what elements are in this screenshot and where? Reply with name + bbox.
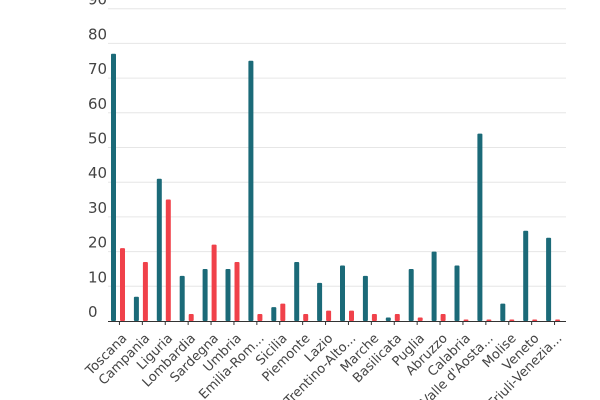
bar-1-17 <box>500 303 506 321</box>
bar-2-11 <box>371 314 377 321</box>
bar-2-3 <box>188 314 194 321</box>
bar-2-8 <box>303 314 309 321</box>
bars <box>111 53 561 322</box>
bar-1-8 <box>294 262 300 321</box>
bar-2-14 <box>440 314 446 321</box>
bar-2-5 <box>234 262 240 321</box>
bar-2-2 <box>165 199 171 321</box>
x-axis: ToscanaCampaniaLiguriaLombardiaSardegnaU… <box>82 321 566 400</box>
bar-1-2 <box>156 178 162 321</box>
bar-2-18 <box>532 319 538 321</box>
bar-1-12 <box>385 317 391 321</box>
bar-2-10 <box>349 310 354 321</box>
grid-lines <box>108 8 566 287</box>
y-tick-label-80: 80 <box>88 25 107 43</box>
bar-2-7 <box>280 303 286 321</box>
bar-1-0 <box>111 53 116 322</box>
bar-1-4 <box>202 268 208 321</box>
bar-2-17 <box>509 319 515 321</box>
bar-1-19 <box>546 237 552 321</box>
y-axis: 0 10 20 30 40 50 60 70 80 90 <box>88 0 107 321</box>
bar-1-10 <box>340 265 345 321</box>
bar-1-13 <box>408 268 414 321</box>
bar-1-16 <box>477 133 483 321</box>
y-tick-label-60: 60 <box>88 95 107 113</box>
bar-2-0 <box>120 248 125 321</box>
bar-1-7 <box>271 307 277 321</box>
bar-1-15 <box>454 265 460 321</box>
y-tick-label-0: 0 <box>88 303 98 321</box>
bar-2-15 <box>463 319 469 321</box>
y-tick-label-70: 70 <box>88 60 107 78</box>
bar-1-6 <box>248 60 254 321</box>
bar-1-18 <box>523 230 529 321</box>
bar-1-1 <box>133 296 139 321</box>
y-tick-label-30: 30 <box>88 199 107 217</box>
bar-2-9 <box>326 310 332 321</box>
y-tick-label-20: 20 <box>88 234 107 252</box>
bar-1-14 <box>431 251 437 321</box>
y-tick-label-50: 50 <box>88 130 107 148</box>
y-tick-label-10: 10 <box>88 268 107 286</box>
bar-1-11 <box>362 275 368 321</box>
bar-2-1 <box>142 262 148 321</box>
bar-2-4 <box>211 244 217 321</box>
bar-1-9 <box>317 282 323 321</box>
bar-2-13 <box>417 317 423 321</box>
bar-2-12 <box>394 314 400 321</box>
bar-2-19 <box>555 319 561 321</box>
bar-1-3 <box>179 275 185 321</box>
y-tick-label-90: 90 <box>88 0 107 9</box>
y-tick-label-40: 40 <box>88 164 107 182</box>
bar-1-5 <box>225 268 231 321</box>
bar-2-16 <box>486 319 492 321</box>
bar-2-6 <box>257 314 263 321</box>
